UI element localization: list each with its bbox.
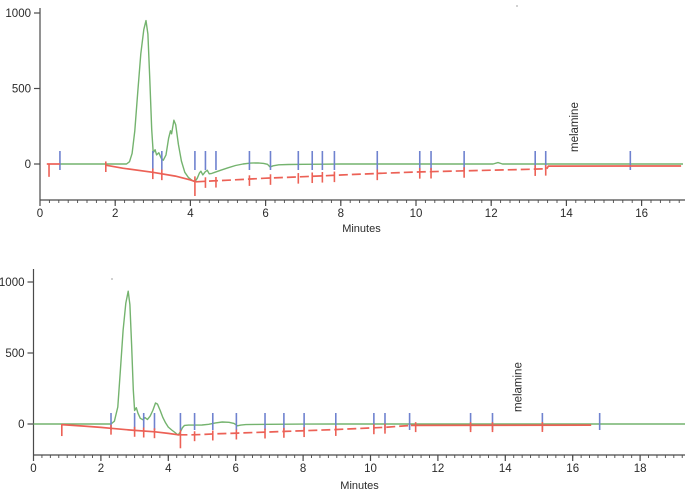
x-tick-label: 16 xyxy=(635,208,648,220)
x-tick-label: 16 xyxy=(566,463,579,475)
baseline-trace xyxy=(196,169,546,182)
melamine-label: melamine xyxy=(512,362,524,412)
x-tick-label: 10 xyxy=(364,463,377,475)
y-tick-label: 0 xyxy=(18,419,24,431)
x-tick-label: 4 xyxy=(165,463,172,475)
x-tick-label: 14 xyxy=(560,208,573,220)
speck xyxy=(111,278,113,280)
x-axis-title: Minutes xyxy=(340,480,379,492)
x-tick-label: 12 xyxy=(485,208,498,220)
x-tick-label: 12 xyxy=(432,463,445,475)
x-tick-label: 4 xyxy=(187,208,194,220)
x-tick-label: 2 xyxy=(112,208,118,220)
y-tick-label: 500 xyxy=(5,348,24,360)
x-tick-label: 0 xyxy=(37,208,43,220)
chart-canvas: 0 500 1000 0 2 4 6 8 10 12 14 16 Minutes melamine xyxy=(0,0,685,244)
melamine-label: melamine xyxy=(569,102,581,152)
detector-signal-trace xyxy=(34,291,685,435)
x-tick-label: 6 xyxy=(262,208,268,220)
chromatogram-bottom: 0 500 1000 0 2 4 6 8 10 12 14 16 18 Minutes melamine xyxy=(0,249,685,499)
x-axis-title: Minutes xyxy=(342,223,381,235)
baseline-trace xyxy=(547,166,681,169)
baseline-trace xyxy=(106,165,196,182)
x-tick-label: 2 xyxy=(98,463,104,475)
y-tick-label: 1000 xyxy=(0,277,25,289)
x-tick-label: 8 xyxy=(338,208,344,220)
x-tick-label: 8 xyxy=(300,463,306,475)
x-tick-label: 14 xyxy=(499,463,512,475)
chart-canvas: 0 500 1000 0 2 4 6 8 10 12 14 16 18 Minutes melamine xyxy=(0,249,685,494)
x-tick-label: 18 xyxy=(634,463,647,475)
baseline-trace xyxy=(62,425,179,435)
x-tick-label: 6 xyxy=(232,463,238,475)
y-tick-label: 1000 xyxy=(5,8,31,20)
x-tick-label: 10 xyxy=(410,208,423,220)
x-tick-label: 0 xyxy=(30,463,36,475)
y-tick-label: 0 xyxy=(25,159,31,171)
speck xyxy=(516,5,518,7)
y-tick-label: 500 xyxy=(12,84,31,96)
chromatogram-top: 0 500 1000 0 2 4 6 8 10 12 14 16 Minutes melamine xyxy=(0,0,685,249)
